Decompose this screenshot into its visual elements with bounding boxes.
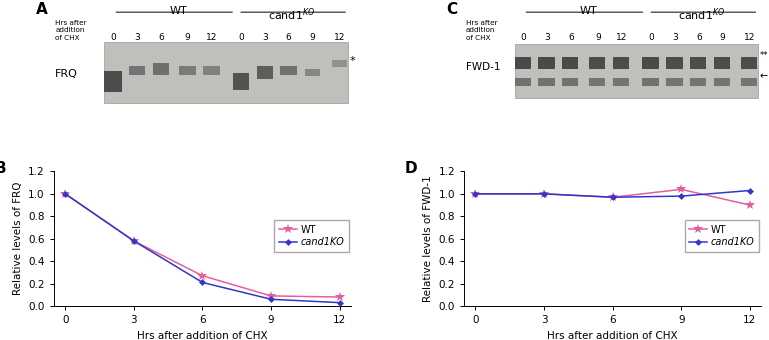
Bar bbox=[562, 57, 578, 69]
Bar bbox=[514, 57, 531, 69]
X-axis label: Hrs after addition of CHX: Hrs after addition of CHX bbox=[137, 330, 268, 340]
Bar bbox=[514, 44, 758, 98]
Bar bbox=[153, 63, 169, 74]
X-axis label: Hrs after addition of CHX: Hrs after addition of CHX bbox=[548, 330, 678, 340]
Bar bbox=[666, 57, 683, 69]
Text: cand1$^{KO}$: cand1$^{KO}$ bbox=[678, 6, 725, 23]
Text: 3: 3 bbox=[134, 33, 140, 41]
Text: Hrs after
addition
of CHX: Hrs after addition of CHX bbox=[465, 20, 498, 41]
Text: 9: 9 bbox=[185, 33, 191, 41]
Text: 6: 6 bbox=[286, 33, 291, 41]
Bar bbox=[105, 71, 122, 92]
Text: WT: WT bbox=[170, 6, 188, 16]
Bar bbox=[305, 69, 320, 76]
Bar bbox=[281, 66, 297, 75]
Text: ←: ← bbox=[760, 71, 768, 82]
Bar bbox=[331, 61, 347, 67]
Text: Hrs after
addition
of CHX: Hrs after addition of CHX bbox=[55, 20, 87, 41]
Text: FRQ: FRQ bbox=[55, 69, 78, 79]
Bar bbox=[538, 57, 554, 69]
Bar bbox=[257, 66, 273, 79]
Text: 3: 3 bbox=[544, 33, 550, 41]
Bar bbox=[642, 79, 659, 86]
Text: D: D bbox=[404, 161, 418, 176]
Text: C: C bbox=[446, 2, 458, 17]
Bar bbox=[714, 79, 730, 86]
Y-axis label: Relative levels of FWD-1: Relative levels of FWD-1 bbox=[423, 175, 433, 302]
Bar bbox=[538, 79, 554, 86]
Text: 12: 12 bbox=[334, 33, 345, 41]
Bar bbox=[105, 42, 348, 103]
Text: 12: 12 bbox=[205, 33, 217, 41]
Text: 0: 0 bbox=[648, 33, 654, 41]
Bar bbox=[741, 79, 757, 86]
Bar bbox=[714, 57, 730, 69]
Bar bbox=[741, 57, 757, 69]
Y-axis label: Relative levels of FRQ: Relative levels of FRQ bbox=[12, 182, 22, 295]
Bar bbox=[613, 57, 629, 69]
Bar bbox=[589, 57, 605, 69]
Bar bbox=[690, 79, 706, 86]
Text: 6: 6 bbox=[158, 33, 164, 41]
Bar bbox=[666, 79, 683, 86]
Text: 12: 12 bbox=[744, 33, 755, 41]
Text: 0: 0 bbox=[111, 33, 116, 41]
Text: 6: 6 bbox=[696, 33, 702, 41]
Bar bbox=[589, 79, 605, 86]
Text: A: A bbox=[36, 2, 48, 17]
Text: 9: 9 bbox=[595, 33, 601, 41]
Bar bbox=[690, 57, 706, 69]
Text: FWD-1: FWD-1 bbox=[465, 62, 500, 72]
Bar bbox=[179, 66, 196, 75]
Text: cand1$^{KO}$: cand1$^{KO}$ bbox=[268, 6, 315, 23]
Bar bbox=[203, 66, 220, 75]
Text: 0: 0 bbox=[521, 33, 526, 41]
Bar bbox=[642, 57, 659, 69]
Text: 12: 12 bbox=[616, 33, 628, 41]
Legend: WT, cand1KO: WT, cand1KO bbox=[275, 220, 349, 252]
Legend: WT, cand1KO: WT, cand1KO bbox=[684, 220, 760, 252]
Text: 3: 3 bbox=[262, 33, 268, 41]
Bar bbox=[562, 79, 578, 86]
Bar bbox=[233, 72, 249, 90]
Text: 9: 9 bbox=[310, 33, 315, 41]
Text: 9: 9 bbox=[720, 33, 725, 41]
Text: *: * bbox=[350, 56, 355, 66]
Bar bbox=[613, 79, 629, 86]
Text: B: B bbox=[0, 161, 6, 176]
Bar bbox=[129, 66, 145, 75]
Text: 6: 6 bbox=[568, 33, 574, 41]
Text: 3: 3 bbox=[672, 33, 678, 41]
Text: WT: WT bbox=[580, 6, 598, 16]
Bar bbox=[514, 79, 531, 86]
Text: **: ** bbox=[760, 51, 768, 59]
Text: 0: 0 bbox=[238, 33, 244, 41]
